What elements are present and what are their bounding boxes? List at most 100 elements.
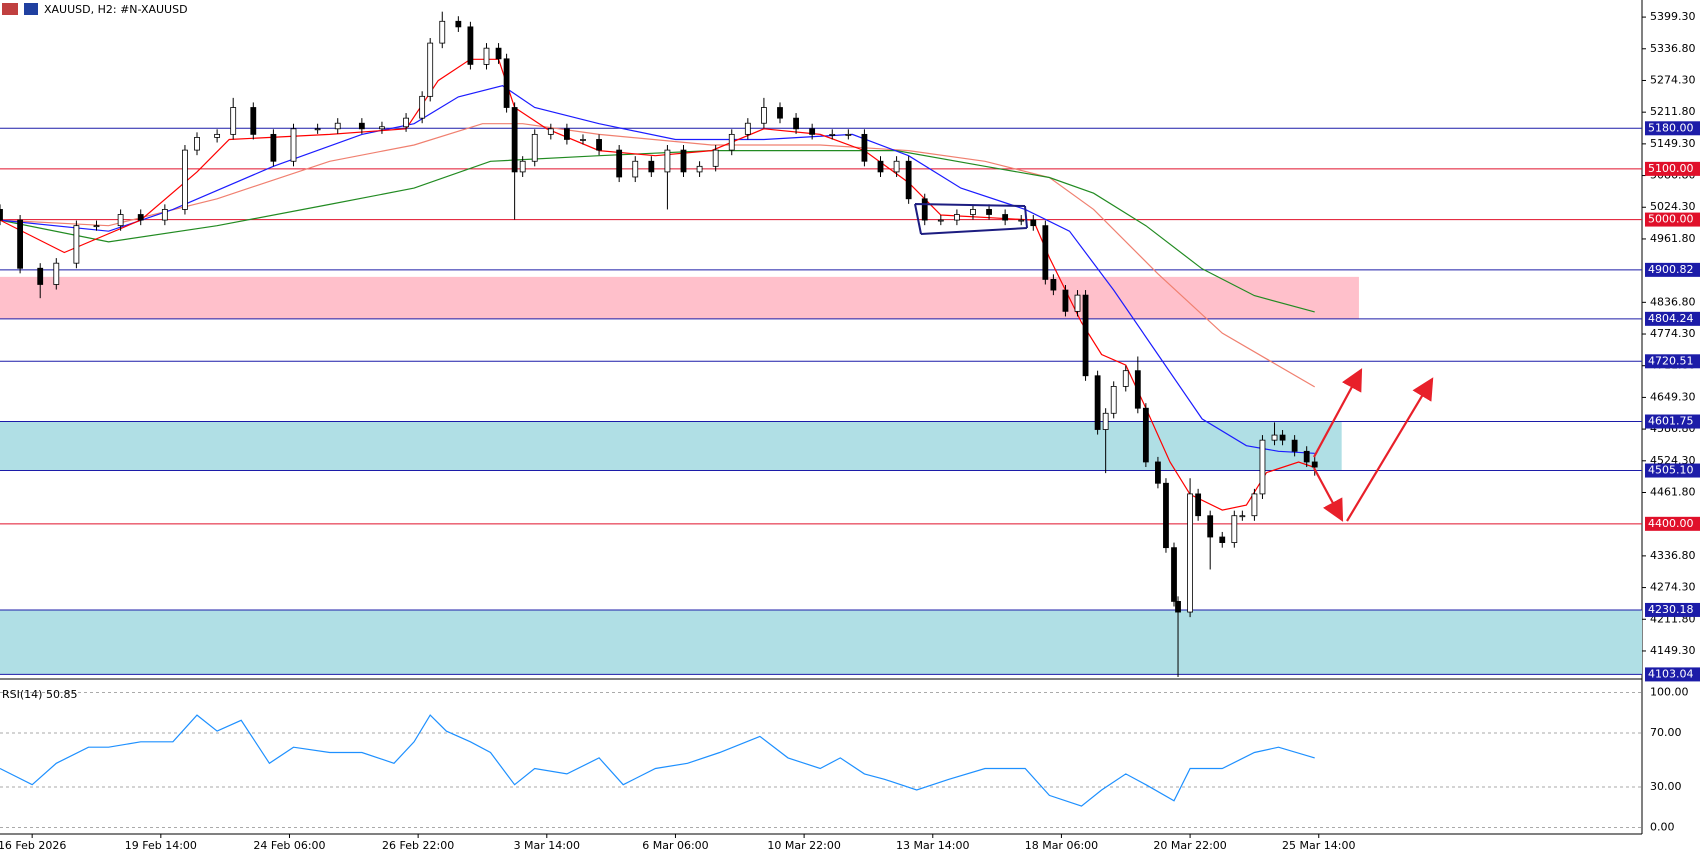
candle-body xyxy=(230,107,237,135)
level-label: 5100.00 xyxy=(1648,162,1694,175)
candle-body xyxy=(137,214,144,221)
moving-average xyxy=(0,85,1315,454)
x-tick-label: 10 Mar 22:00 xyxy=(767,839,840,852)
candle-body xyxy=(1155,461,1161,484)
candle-body xyxy=(1303,450,1310,463)
level-label-bg xyxy=(1645,463,1700,478)
candle-body xyxy=(1042,225,1049,280)
candle-body xyxy=(1163,482,1169,549)
candle-body xyxy=(1171,547,1177,602)
candle-body xyxy=(182,149,188,210)
candle-body xyxy=(334,122,341,130)
y-tick-label: 4961.80 xyxy=(1650,232,1696,245)
candle-body xyxy=(511,107,518,173)
y-tick-label: 30.00 xyxy=(1650,780,1682,793)
candle-body xyxy=(845,133,852,136)
chart-title: XAUUSD, H2: #N-XAUUSD xyxy=(44,3,188,16)
candle-body xyxy=(580,139,586,141)
level-label-bg xyxy=(1645,311,1700,326)
candle-body xyxy=(1110,386,1117,414)
candle-body xyxy=(761,107,767,124)
candle-body xyxy=(1207,515,1214,538)
candle-body xyxy=(1134,370,1141,409)
candle-body xyxy=(1142,407,1149,463)
x-tick-label: 19 Feb 14:00 xyxy=(125,839,197,852)
y-tick-label: 5274.30 xyxy=(1650,73,1696,86)
moving-average xyxy=(0,150,1315,313)
level-label-bg xyxy=(1645,354,1700,369)
annotation-box xyxy=(914,203,1028,235)
candle-body xyxy=(1175,601,1181,613)
candle-body xyxy=(829,133,836,136)
candle-body xyxy=(905,160,912,200)
candle-body xyxy=(270,133,277,162)
x-tick-label: 16 Feb 2026 xyxy=(0,839,66,852)
x-tick-label: 20 Mar 22:00 xyxy=(1153,839,1226,852)
y-tick-label: 4836.80 xyxy=(1650,295,1696,308)
x-tick-label: 3 Mar 14:00 xyxy=(514,839,580,852)
y-tick-label: 5336.80 xyxy=(1650,42,1696,55)
candle-body xyxy=(596,139,602,151)
y-tick-label: 4336.80 xyxy=(1650,549,1696,562)
zone xyxy=(0,609,1642,675)
candle-body xyxy=(1187,493,1193,613)
candle-body xyxy=(1239,515,1246,518)
candle-body xyxy=(1102,412,1109,430)
candle-body xyxy=(680,149,687,173)
candle-body xyxy=(1082,294,1089,377)
candle-body xyxy=(53,262,60,285)
candle-body xyxy=(564,128,570,140)
candle-body xyxy=(877,160,884,173)
y-tick-label: 4149.30 xyxy=(1650,644,1696,657)
candle-body xyxy=(1018,219,1025,222)
level-label-bg xyxy=(1645,262,1700,277)
candle-body xyxy=(503,58,510,108)
candle-body xyxy=(403,117,409,128)
rsi-title: RSI(14) 50.85 xyxy=(2,688,77,701)
rsi-line xyxy=(0,714,1315,807)
icon xyxy=(24,3,38,15)
candle-body xyxy=(1050,279,1057,291)
level-label-bg xyxy=(1645,667,1700,682)
candle-body xyxy=(419,95,426,119)
candle-body xyxy=(1122,370,1129,387)
candle-body xyxy=(921,198,928,221)
candle-body xyxy=(37,267,44,285)
level-label: 4230.18 xyxy=(1648,603,1694,616)
y-tick-label: 5149.30 xyxy=(1650,137,1696,150)
candle-body xyxy=(937,219,944,222)
level-label: 4103.04 xyxy=(1648,667,1694,680)
level-label-bg xyxy=(1645,161,1700,176)
level-label-bg xyxy=(1645,212,1700,227)
candle-body xyxy=(427,42,434,97)
level-label: 4601.75 xyxy=(1648,415,1694,428)
arrows xyxy=(1313,368,1434,522)
y-tick-label: 70.00 xyxy=(1650,726,1682,739)
candle-body xyxy=(1251,493,1258,517)
candle-body xyxy=(531,133,538,162)
candle-body xyxy=(809,128,816,135)
candle-body xyxy=(467,26,474,65)
candle-body xyxy=(777,107,783,119)
candle-body xyxy=(953,214,960,221)
level-label: 4804.24 xyxy=(1648,312,1694,325)
icon xyxy=(2,3,18,15)
x-tick-label: 26 Feb 22:00 xyxy=(382,839,454,852)
candle-body xyxy=(1002,214,1009,221)
candle-body xyxy=(250,107,257,135)
candle-body xyxy=(970,209,976,215)
level-label-bg xyxy=(1645,602,1700,617)
candle-body xyxy=(1195,493,1202,517)
y-tick-label: 4461.80 xyxy=(1650,485,1696,498)
candle-body xyxy=(1062,289,1069,312)
candle-body xyxy=(1311,461,1318,468)
x-tick-label: 24 Feb 06:00 xyxy=(253,839,325,852)
candle-body xyxy=(0,209,3,221)
x-tick-label: 13 Mar 14:00 xyxy=(896,839,969,852)
candle-body xyxy=(861,133,868,162)
candle-body xyxy=(290,128,297,162)
candle-body xyxy=(1094,375,1101,430)
candle-body xyxy=(728,133,735,151)
zone xyxy=(0,276,1359,319)
